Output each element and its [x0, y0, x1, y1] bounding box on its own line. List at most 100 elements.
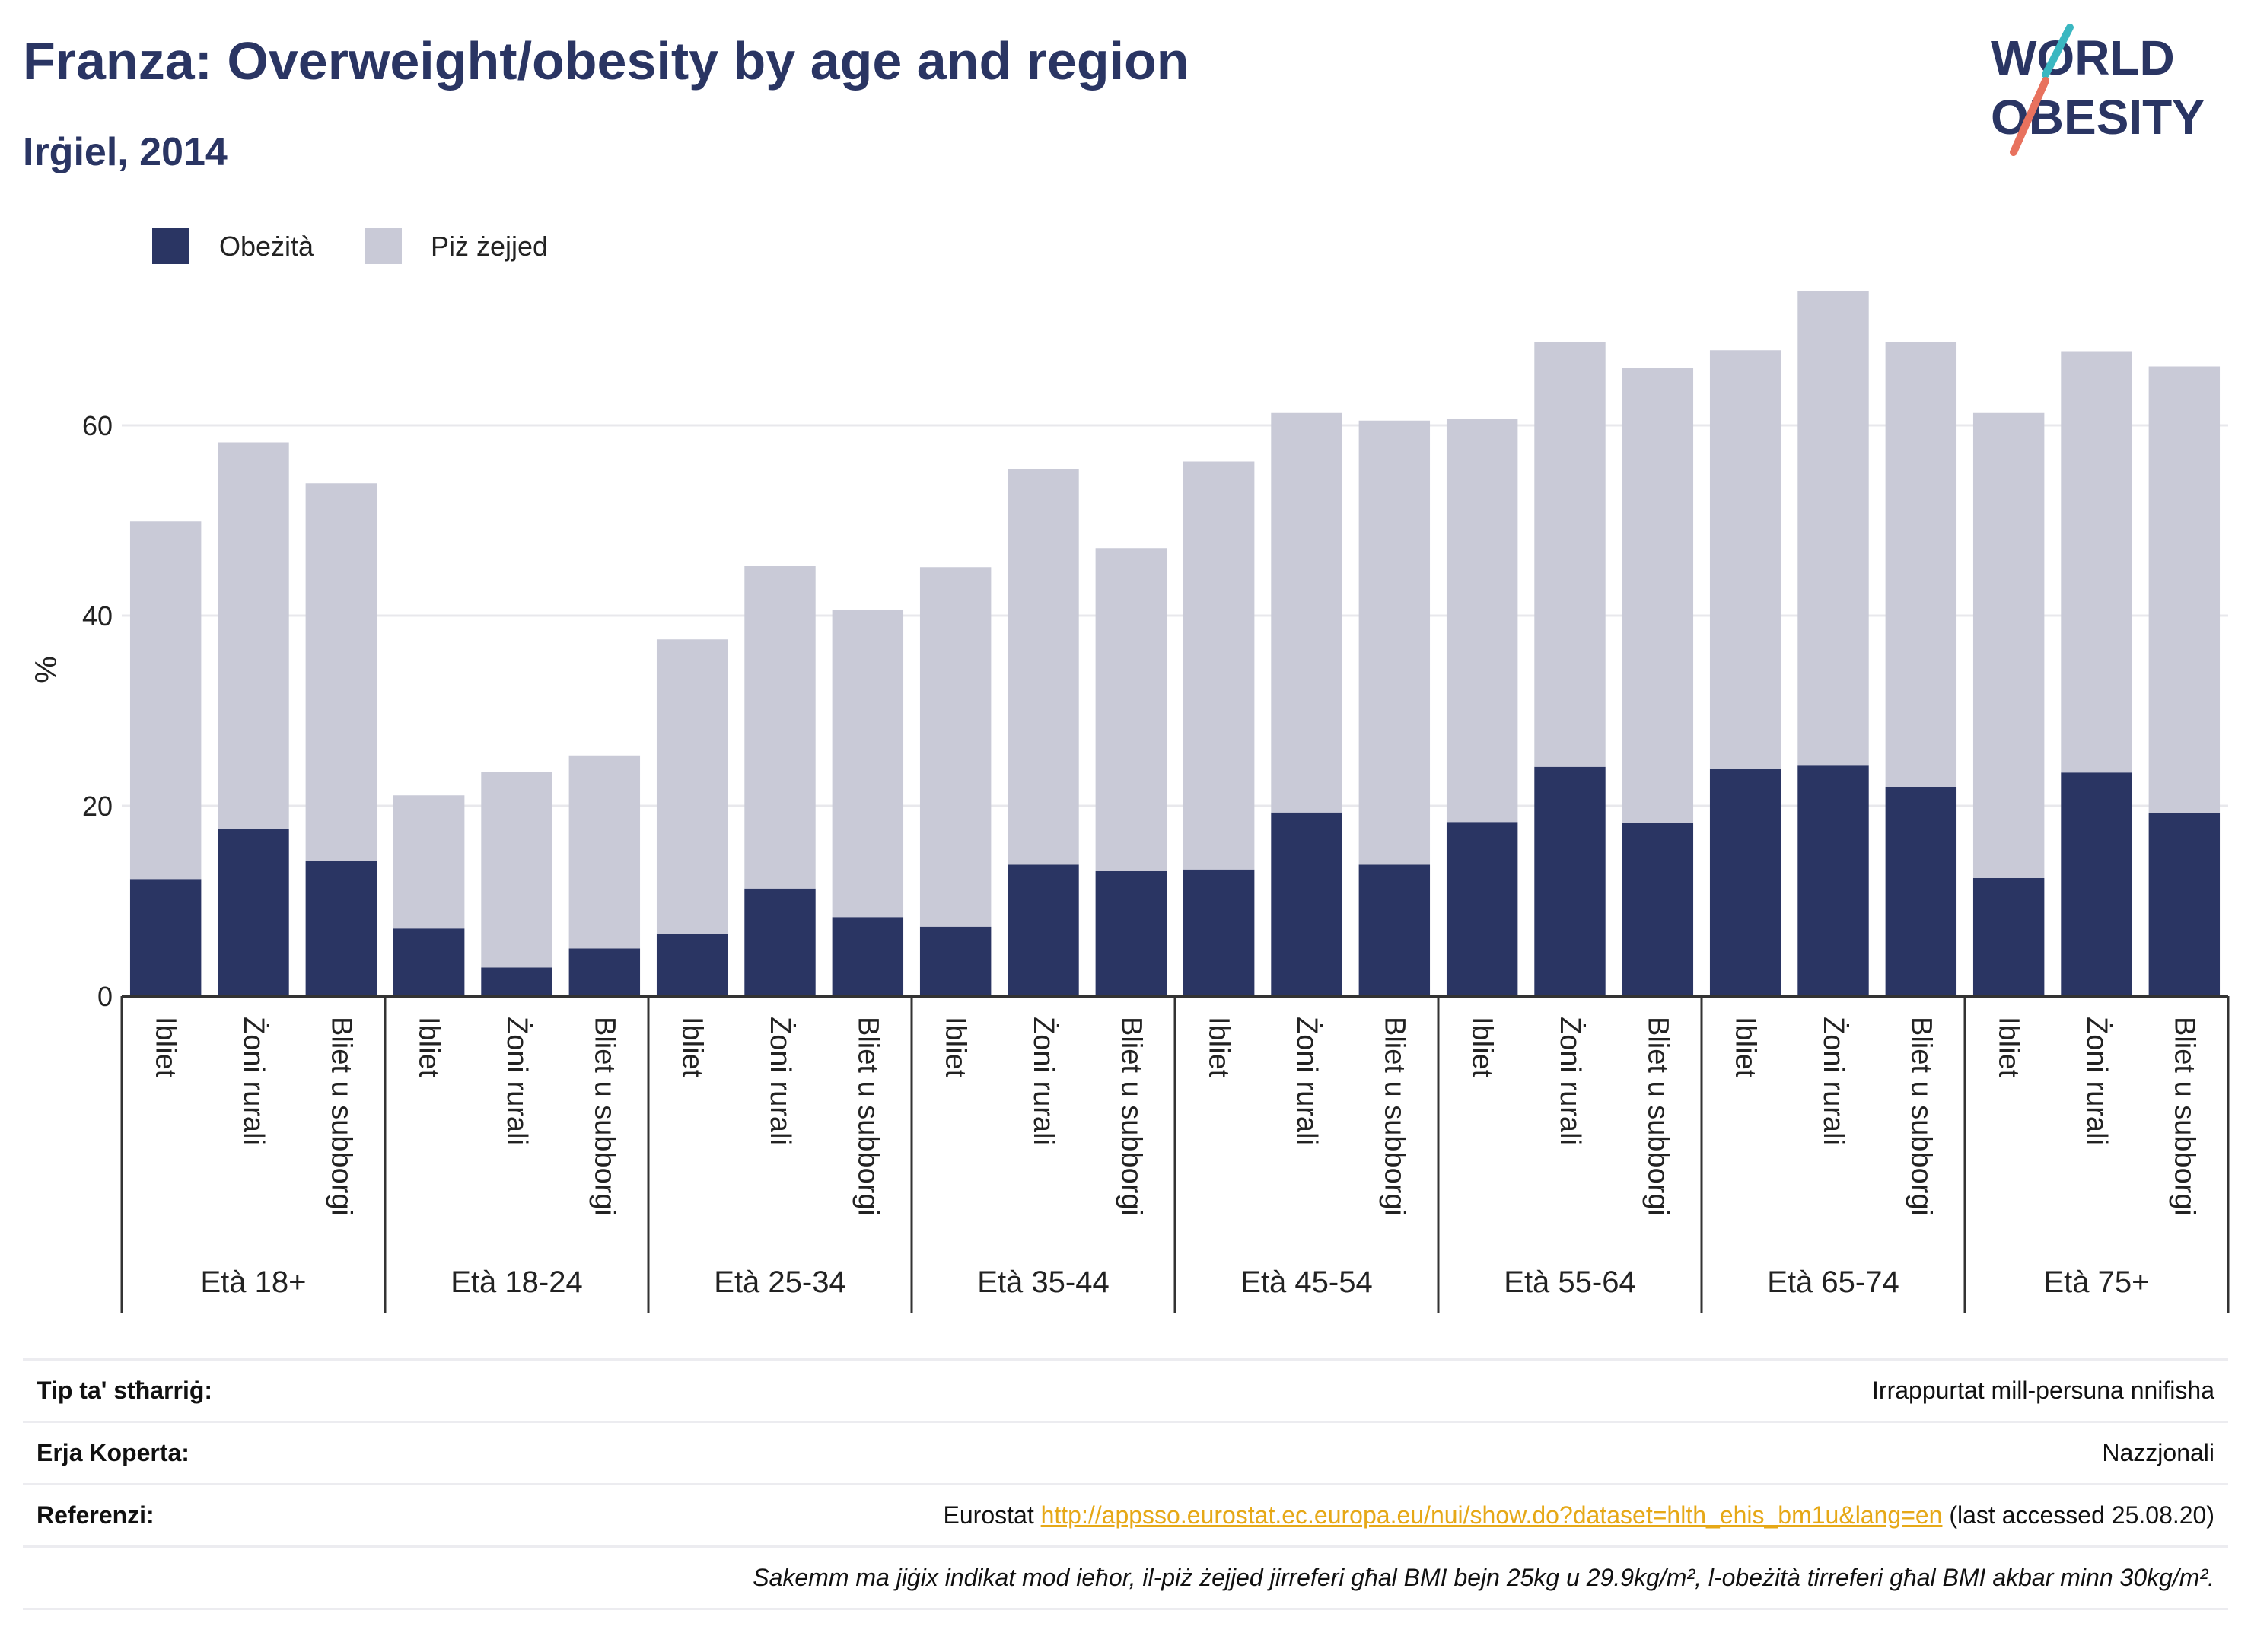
bar-obesity — [568, 948, 641, 996]
info-row-references: Referenzi: Eurostat http://appsso.eurost… — [23, 1483, 2228, 1547]
bar-overweight — [1709, 350, 1781, 769]
x-tick-label: Żoni rurali — [1554, 1017, 1587, 1145]
legend-swatch-overweight — [365, 228, 402, 264]
bar-overweight — [1885, 342, 1957, 787]
x-tick-label: Bliet u subborgi — [2168, 1017, 2200, 1216]
y-axis-label: % — [30, 656, 63, 683]
bar-obesity — [1622, 823, 1694, 996]
x-tick-label: Ibliet — [150, 1017, 182, 1078]
bar-overweight — [919, 567, 992, 927]
x-tick-label: Bliet u subborgi — [1905, 1017, 1937, 1216]
bar-obesity — [832, 917, 904, 996]
group-label: Età 75+ — [2043, 1265, 2149, 1299]
x-tick-label: Żoni rurali — [764, 1017, 797, 1145]
y-tick-label: 60 — [82, 410, 113, 441]
bar-obesity — [1008, 864, 1079, 996]
group-label: Età 65-74 — [1767, 1265, 1899, 1299]
references-label: Referenzi: — [23, 1483, 721, 1547]
group-label: Età 25-34 — [714, 1265, 845, 1299]
logo-text-line1: WORLD — [1991, 30, 2175, 85]
x-tick-label: Ibliet — [1466, 1017, 1498, 1078]
bar-overweight — [568, 755, 641, 949]
bar-obesity — [1797, 765, 1869, 996]
x-tick-label: Żoni rurali — [237, 1017, 270, 1145]
bar-overweight — [129, 521, 202, 880]
y-tick-label: 20 — [82, 791, 113, 822]
area-covered-label: Erja Koperta: — [23, 1421, 721, 1485]
group-label: Età 55-64 — [1504, 1265, 1635, 1299]
bar-overweight — [1358, 420, 1431, 865]
x-tick-label: Ibliet — [1203, 1017, 1235, 1078]
legend-label-obesity: Obeżità — [219, 231, 314, 262]
bars-layer — [129, 291, 2221, 996]
bar-overweight — [1534, 342, 1606, 767]
bar-obesity — [1271, 812, 1342, 996]
x-tick-label: Ibliet — [1993, 1017, 2025, 1078]
x-tick-label: Ibliet — [677, 1017, 708, 1078]
bar-obesity — [919, 926, 992, 996]
logo-slash-bottom — [2010, 77, 2049, 156]
bar-overweight — [744, 566, 816, 889]
info-row-area: Erja Koperta: Nazzjonali — [23, 1421, 2228, 1485]
x-tick-label: Żoni rurali — [2081, 1017, 2113, 1145]
stacked-bar-chart: Obeżità Piż żejjed % 0 20 40 60 Ibliet Żoni … — [30, 228, 2230, 1313]
bar-obesity — [1709, 769, 1781, 996]
chart-subtitle: Irġiel, 2014 — [23, 130, 228, 174]
references-accessed: (last accessed 25.08.20) — [1942, 1501, 2214, 1529]
legend: Obeżità Piż żejjed — [152, 228, 548, 264]
references-source: Eurostat — [943, 1501, 1041, 1529]
info-row-survey-type: Tip ta' stħarriġ: Irrappurtat mill-persu… — [23, 1358, 2228, 1422]
bar-overweight — [1622, 368, 1694, 823]
bar-obesity — [218, 829, 289, 996]
x-tick-label: Bliet u subborgi — [325, 1017, 357, 1216]
legend-label-overweight: Piż żejjed — [431, 231, 548, 262]
bar-overweight — [393, 795, 465, 929]
bar-obesity — [1446, 822, 1518, 996]
info-row-note: Sakemm ma jiġix indikat mod ieħor, il-pi… — [23, 1545, 2228, 1610]
bar-overweight — [1972, 412, 2045, 878]
bar-overweight — [1095, 548, 1167, 871]
group-label: Età 18+ — [200, 1265, 306, 1299]
bar-obesity — [1534, 766, 1606, 996]
references-link[interactable]: http://appsso.eurostat.ec.europa.eu/nui/… — [1040, 1501, 1943, 1529]
bar-overweight — [481, 772, 552, 968]
bar-obesity — [2148, 813, 2221, 996]
area-covered-value: Nazzjonali — [721, 1421, 2228, 1485]
bar-obesity — [1095, 871, 1167, 996]
bar-obesity — [2061, 772, 2132, 996]
bar-obesity — [1885, 787, 1957, 996]
definition-note: Sakemm ma jiġix indikat mod ieħor, il-pi… — [23, 1545, 2228, 1610]
bar-obesity — [393, 928, 465, 996]
x-tick-label: Bliet u subborgi — [588, 1017, 620, 1216]
bar-obesity — [1358, 864, 1431, 996]
bar-obesity — [481, 967, 552, 996]
bar-overweight — [1183, 461, 1255, 870]
bar-overweight — [656, 639, 728, 934]
info-table: Tip ta' stħarriġ: Irrappurtat mill-persu… — [23, 1358, 2228, 1610]
x-tick-label: Ibliet — [940, 1017, 972, 1078]
group-label: Età 45-54 — [1240, 1265, 1372, 1299]
x-tick-label: Bliet u subborgi — [1115, 1017, 1147, 1216]
bar-overweight — [218, 442, 289, 829]
x-tick-label: Bliet u subborgi — [852, 1017, 884, 1216]
x-tick-label: Żoni rurali — [1817, 1017, 1850, 1145]
logo-slash-top — [2042, 24, 2074, 78]
bar-obesity — [744, 888, 816, 996]
bar-obesity — [656, 934, 728, 996]
world-obesity-logo: WORLD OBESITY — [1991, 24, 2205, 156]
group-label: Età 35-44 — [977, 1265, 1109, 1299]
bar-overweight — [1446, 419, 1518, 823]
x-tick-label: Żoni rurali — [501, 1017, 533, 1145]
bar-obesity — [1972, 878, 2045, 996]
chart-title: Franza: Overweight/obesity by age and re… — [23, 31, 1189, 91]
bar-overweight — [1271, 412, 1342, 813]
references-value: Eurostat http://appsso.eurostat.ec.europ… — [721, 1483, 2228, 1547]
y-tick-label: 0 — [97, 981, 113, 1012]
bar-obesity — [129, 879, 202, 996]
axis-layer: Ibliet Żoni rurali Bliet u subborgi Ibliet Ż… — [120, 995, 2230, 1313]
bar-overweight — [832, 610, 904, 918]
x-tick-label: Żoni rurali — [1027, 1017, 1060, 1145]
x-tick-label: Bliet u subborgi — [1641, 1017, 1673, 1216]
legend-swatch-obesity — [152, 228, 189, 264]
bar-overweight — [1008, 469, 1079, 865]
